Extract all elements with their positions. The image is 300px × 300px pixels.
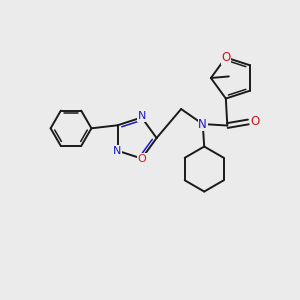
Text: O: O	[250, 116, 260, 128]
Text: O: O	[137, 154, 146, 164]
Text: N: N	[113, 146, 121, 156]
Text: O: O	[221, 51, 230, 64]
Text: N: N	[198, 118, 207, 130]
Text: N: N	[137, 111, 146, 121]
